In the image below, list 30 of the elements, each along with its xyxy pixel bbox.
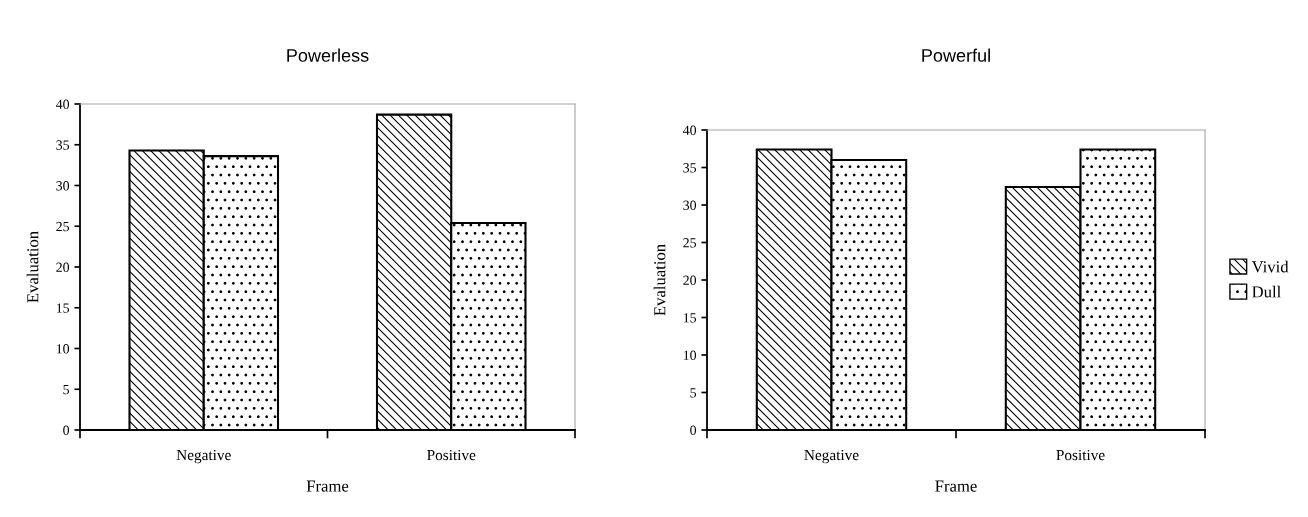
x-tick-label: Positive <box>427 449 476 461</box>
x-axis-title: Frame <box>306 480 349 492</box>
chart-title: Powerless <box>287 48 369 62</box>
y-tick-label: 40 <box>55 99 70 109</box>
y-tick-label: 10 <box>56 344 70 354</box>
y-axis-title: Evaluation <box>26 231 39 303</box>
y-tick-label: 15 <box>56 303 70 313</box>
y-tick-label: 5 <box>63 384 70 395</box>
x-tick-label: Negative <box>176 449 231 464</box>
chart-title: Powerful <box>922 48 990 62</box>
y-tick-label: 30 <box>56 181 70 191</box>
y-tick-label: 0 <box>690 425 697 435</box>
y-tick-label: 35 <box>56 140 70 150</box>
x-tick-label: Positive <box>1056 449 1105 461</box>
legend-label: Vivid <box>1251 260 1289 273</box>
y-tick-label: 30 <box>683 200 697 210</box>
y-tick-label: 20 <box>683 275 697 285</box>
x-tick-label: Negative <box>804 449 859 464</box>
x-axis-title: Frame <box>935 480 977 492</box>
y-tick-label: 20 <box>56 262 70 272</box>
y-tick-label: 25 <box>683 238 697 248</box>
y-axis-title: Evaluation <box>653 244 666 316</box>
y-tick-label: 25 <box>56 221 70 232</box>
y-tick-label: 40 <box>682 125 697 135</box>
y-tick-label: 5 <box>690 388 697 398</box>
y-tick-label: 10 <box>683 350 697 360</box>
y-tick-label: 35 <box>683 163 697 173</box>
y-tick-label: 0 <box>63 425 70 435</box>
legend-label: Dull <box>1252 285 1281 298</box>
y-tick-label: 15 <box>683 313 697 323</box>
